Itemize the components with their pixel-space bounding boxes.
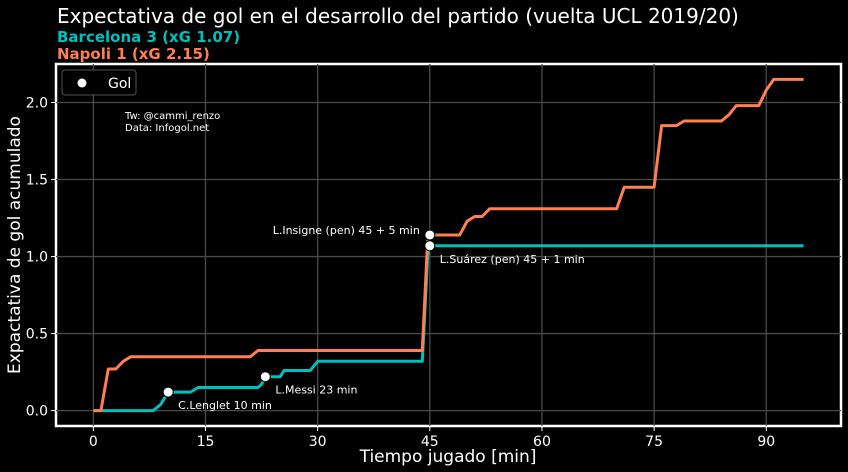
x-tick-label: 0 <box>89 434 98 450</box>
y-axis-label: Expactativa de gol acumulado <box>5 116 25 374</box>
subtitle-away: Napoli 1 (xG 2.15) <box>57 45 210 63</box>
x-tick-label: 15 <box>197 434 215 450</box>
goal-marker <box>259 371 271 383</box>
credit-data-source: Data: Infogol.net <box>125 123 209 134</box>
y-axis-ticks: 0.0 0.5 1.0 1.5 2.0 <box>26 96 56 420</box>
goal-marker <box>162 386 174 398</box>
y-tick-label: 1.5 <box>26 173 48 189</box>
goal-label: L.Suárez (pen) 45 + 1 min <box>440 253 585 266</box>
y-tick-label: 1.0 <box>26 250 48 266</box>
y-tick-label: 0.0 <box>26 404 48 420</box>
goal-label: C.Lenglet 10 min <box>178 399 272 412</box>
x-axis-label: Tiempo jugado [min] <box>359 447 537 467</box>
subtitle-home: Barcelona 3 (xG 1.07) <box>57 28 241 46</box>
goal-marker <box>424 240 436 252</box>
series-line-barcelona <box>93 244 804 413</box>
goal-label: L.Messi 23 min <box>275 384 357 397</box>
x-axis-ticks: 0 15 30 45 60 75 90 <box>89 426 775 450</box>
x-tick-label: 30 <box>309 434 327 450</box>
x-tick-label: 75 <box>645 434 663 450</box>
plot-frame <box>54 62 843 428</box>
legend-goal-marker <box>77 78 87 88</box>
legend-box <box>61 69 137 96</box>
chart-title: Expectativa de gol en el desarrollo del … <box>57 4 739 28</box>
legend: Gol <box>61 69 137 96</box>
goal-label: L.Insigne (pen) 45 + 5 min <box>273 224 420 237</box>
legend-entry-goal: Gol <box>108 76 131 92</box>
y-tick-label: 2.0 <box>26 96 48 112</box>
series-line-napoli <box>93 77 804 413</box>
credit-twitter: Tw: @cammi_renzo <box>124 111 220 122</box>
x-tick-label: 45 <box>421 434 439 450</box>
x-tick-label: 90 <box>757 434 775 450</box>
x-tick-label: 60 <box>533 434 551 450</box>
y-tick-label: 0.5 <box>26 327 48 343</box>
goal-marker <box>424 229 436 241</box>
